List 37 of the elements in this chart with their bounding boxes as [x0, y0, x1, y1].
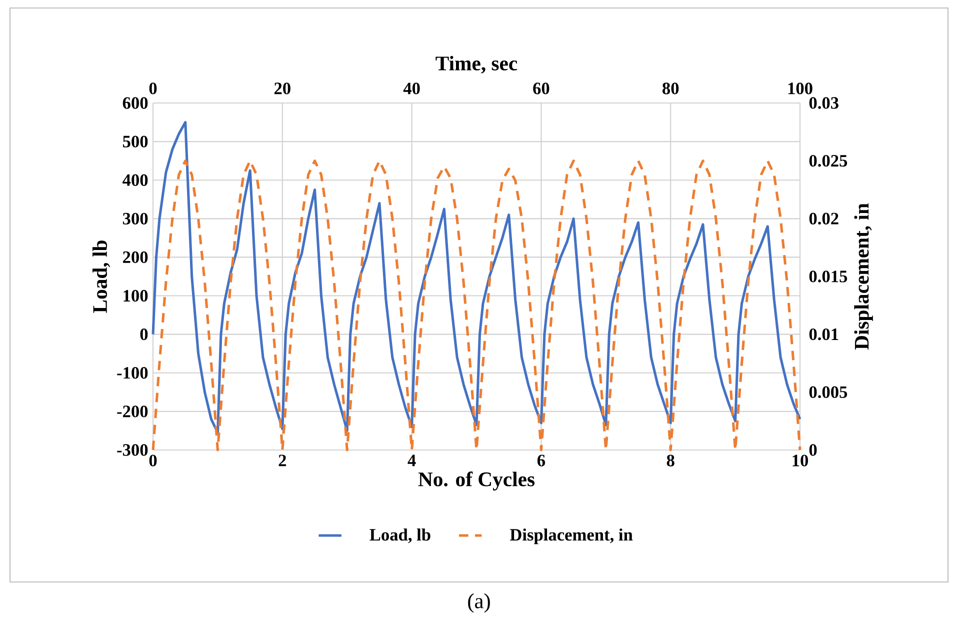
- y-tick-label: 300: [122, 212, 148, 225]
- x-tick-label: 10: [792, 454, 808, 466]
- x2-tick-label: 80: [662, 82, 679, 94]
- x2-tick-label: 60: [533, 82, 550, 94]
- x-tick-label: 4: [408, 454, 416, 466]
- x-axis-title: No. of Cycles: [418, 472, 535, 491]
- x-tick-label: 2: [278, 454, 286, 466]
- y-tick-label: -200: [117, 406, 148, 418]
- y2-tick-label: 0.005: [809, 386, 848, 398]
- x2-tick-label: 40: [403, 82, 420, 94]
- x-tick-label: 8: [666, 454, 674, 466]
- x2-tick-label: 0: [149, 82, 157, 94]
- legend-label: Displacement, in: [510, 528, 633, 544]
- y-axis-title: Load, lb: [92, 240, 110, 313]
- y-tick-label: 600: [122, 97, 148, 109]
- x2-tick-label: 100: [788, 82, 812, 94]
- line-series: [152, 160, 802, 452]
- y-tick-label: -100: [117, 367, 148, 379]
- x2-axis-title: Time, sec: [436, 56, 518, 74]
- y-tick-label: 0: [140, 328, 148, 340]
- y-tick-label: -300: [117, 444, 148, 456]
- y2-axis-title: Displacement, in: [854, 203, 873, 350]
- y2-tick-label: 0.015: [809, 270, 848, 282]
- legend-label: Load, lb: [370, 528, 430, 544]
- x-tick-label: 6: [537, 454, 546, 466]
- x-tick-label: 0: [149, 454, 157, 466]
- y-tick-label: 200: [123, 251, 148, 264]
- y2-tick-label: 0.02: [809, 212, 838, 225]
- y-tick-label: 100: [124, 290, 148, 302]
- y2-tick-label: 0.03: [809, 97, 838, 109]
- text: (a): [468, 593, 490, 613]
- y2-tick-label: 0.025: [809, 154, 848, 167]
- x2-tick-label: 20: [274, 82, 290, 94]
- y-tick-label: 400: [122, 174, 148, 186]
- y-tick-label: 500: [122, 136, 148, 148]
- y2-tick-label: 0.01: [809, 328, 838, 340]
- y2-tick-label: 0: [809, 444, 817, 456]
